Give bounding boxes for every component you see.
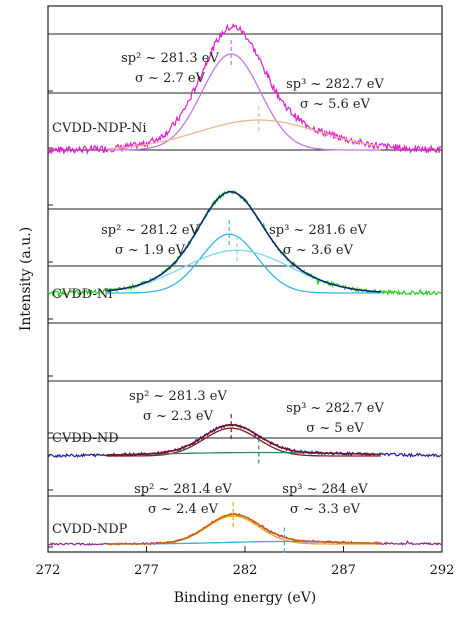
x-tick-label: 277 — [134, 563, 159, 578]
component-label: sp² ~ 281.3 eV — [121, 51, 219, 66]
fit-component — [107, 53, 381, 151]
component-label: sp³ ~ 281.6 eV — [269, 223, 367, 238]
sample-name: CVDD-NDP — [52, 522, 128, 537]
raw-spectrum — [47, 22, 442, 155]
x-tick-label: 287 — [331, 563, 356, 578]
fit-envelope — [107, 513, 381, 545]
component-sigma-label: σ ~ 5 eV — [306, 421, 364, 436]
component-label: sp³ ~ 284 eV — [282, 482, 368, 497]
sample-name: CVDD-Ni — [52, 287, 112, 302]
raw-spectrum — [47, 189, 442, 297]
fit-envelope — [107, 424, 381, 456]
component-label: sp² ~ 281.4 eV — [134, 482, 232, 497]
fit-component — [107, 427, 381, 457]
fit-envelope — [107, 191, 381, 293]
component-sigma-label: σ ~ 2.3 eV — [143, 409, 214, 424]
fit-component — [107, 119, 381, 150]
component-label: sp³ ~ 282.7 eV — [286, 401, 384, 416]
spectrum-panel: CVDD-Ni sp² ~ 281.2 eV σ ~ 1.9 eV sp³ ~ 281… — [47, 189, 442, 302]
fit-component — [107, 233, 381, 294]
spectra-panels: CVDD-NDP-Ni sp² ~ 281.3 eV σ ~ 2.7 eV sp³ ~… — [47, 22, 442, 556]
x-axis-ticks: 272 277 282 287 292 — [36, 33, 455, 578]
component-label: sp² ~ 281.3 eV — [129, 389, 227, 404]
component-sigma-label: σ ~ 2.7 eV — [135, 71, 206, 86]
component-label: sp³ ~ 282.7 eV — [286, 77, 384, 92]
spectrum-panel: CVDD-NDP sp² ~ 281.4 eV σ ~ 2.4 eV sp³ ~ 28… — [47, 482, 442, 556]
component-label: sp² ~ 281.2 eV — [101, 223, 199, 238]
component-sigma-label: σ ~ 3.3 eV — [290, 502, 361, 517]
fit-component — [107, 515, 381, 545]
x-tick-label: 272 — [36, 563, 61, 578]
sample-name: CVDD-NDP-Ni — [52, 121, 147, 136]
x-tick-label: 282 — [233, 563, 258, 578]
component-sigma-label: σ ~ 3.6 eV — [283, 243, 354, 258]
x-axis-label: Binding energy (eV) — [174, 590, 317, 606]
spectrum-panel: CVDD-NDP-Ni sp² ~ 281.3 eV σ ~ 2.7 eV sp³ ~… — [47, 22, 442, 155]
spectrum-panel: CVDD-ND sp² ~ 281.3 eV σ ~ 2.3 eV sp³ ~ 282… — [47, 389, 442, 467]
y-axis-label: Intensity (a.u.) — [18, 227, 34, 331]
x-tick-label: 292 — [430, 563, 455, 578]
gridlines — [48, 33, 442, 497]
component-sigma-label: σ ~ 1.9 eV — [115, 243, 186, 258]
sample-name: CVDD-ND — [52, 431, 119, 446]
component-sigma-label: σ ~ 2.4 eV — [148, 502, 219, 517]
component-sigma-label: σ ~ 5.6 eV — [300, 97, 371, 112]
